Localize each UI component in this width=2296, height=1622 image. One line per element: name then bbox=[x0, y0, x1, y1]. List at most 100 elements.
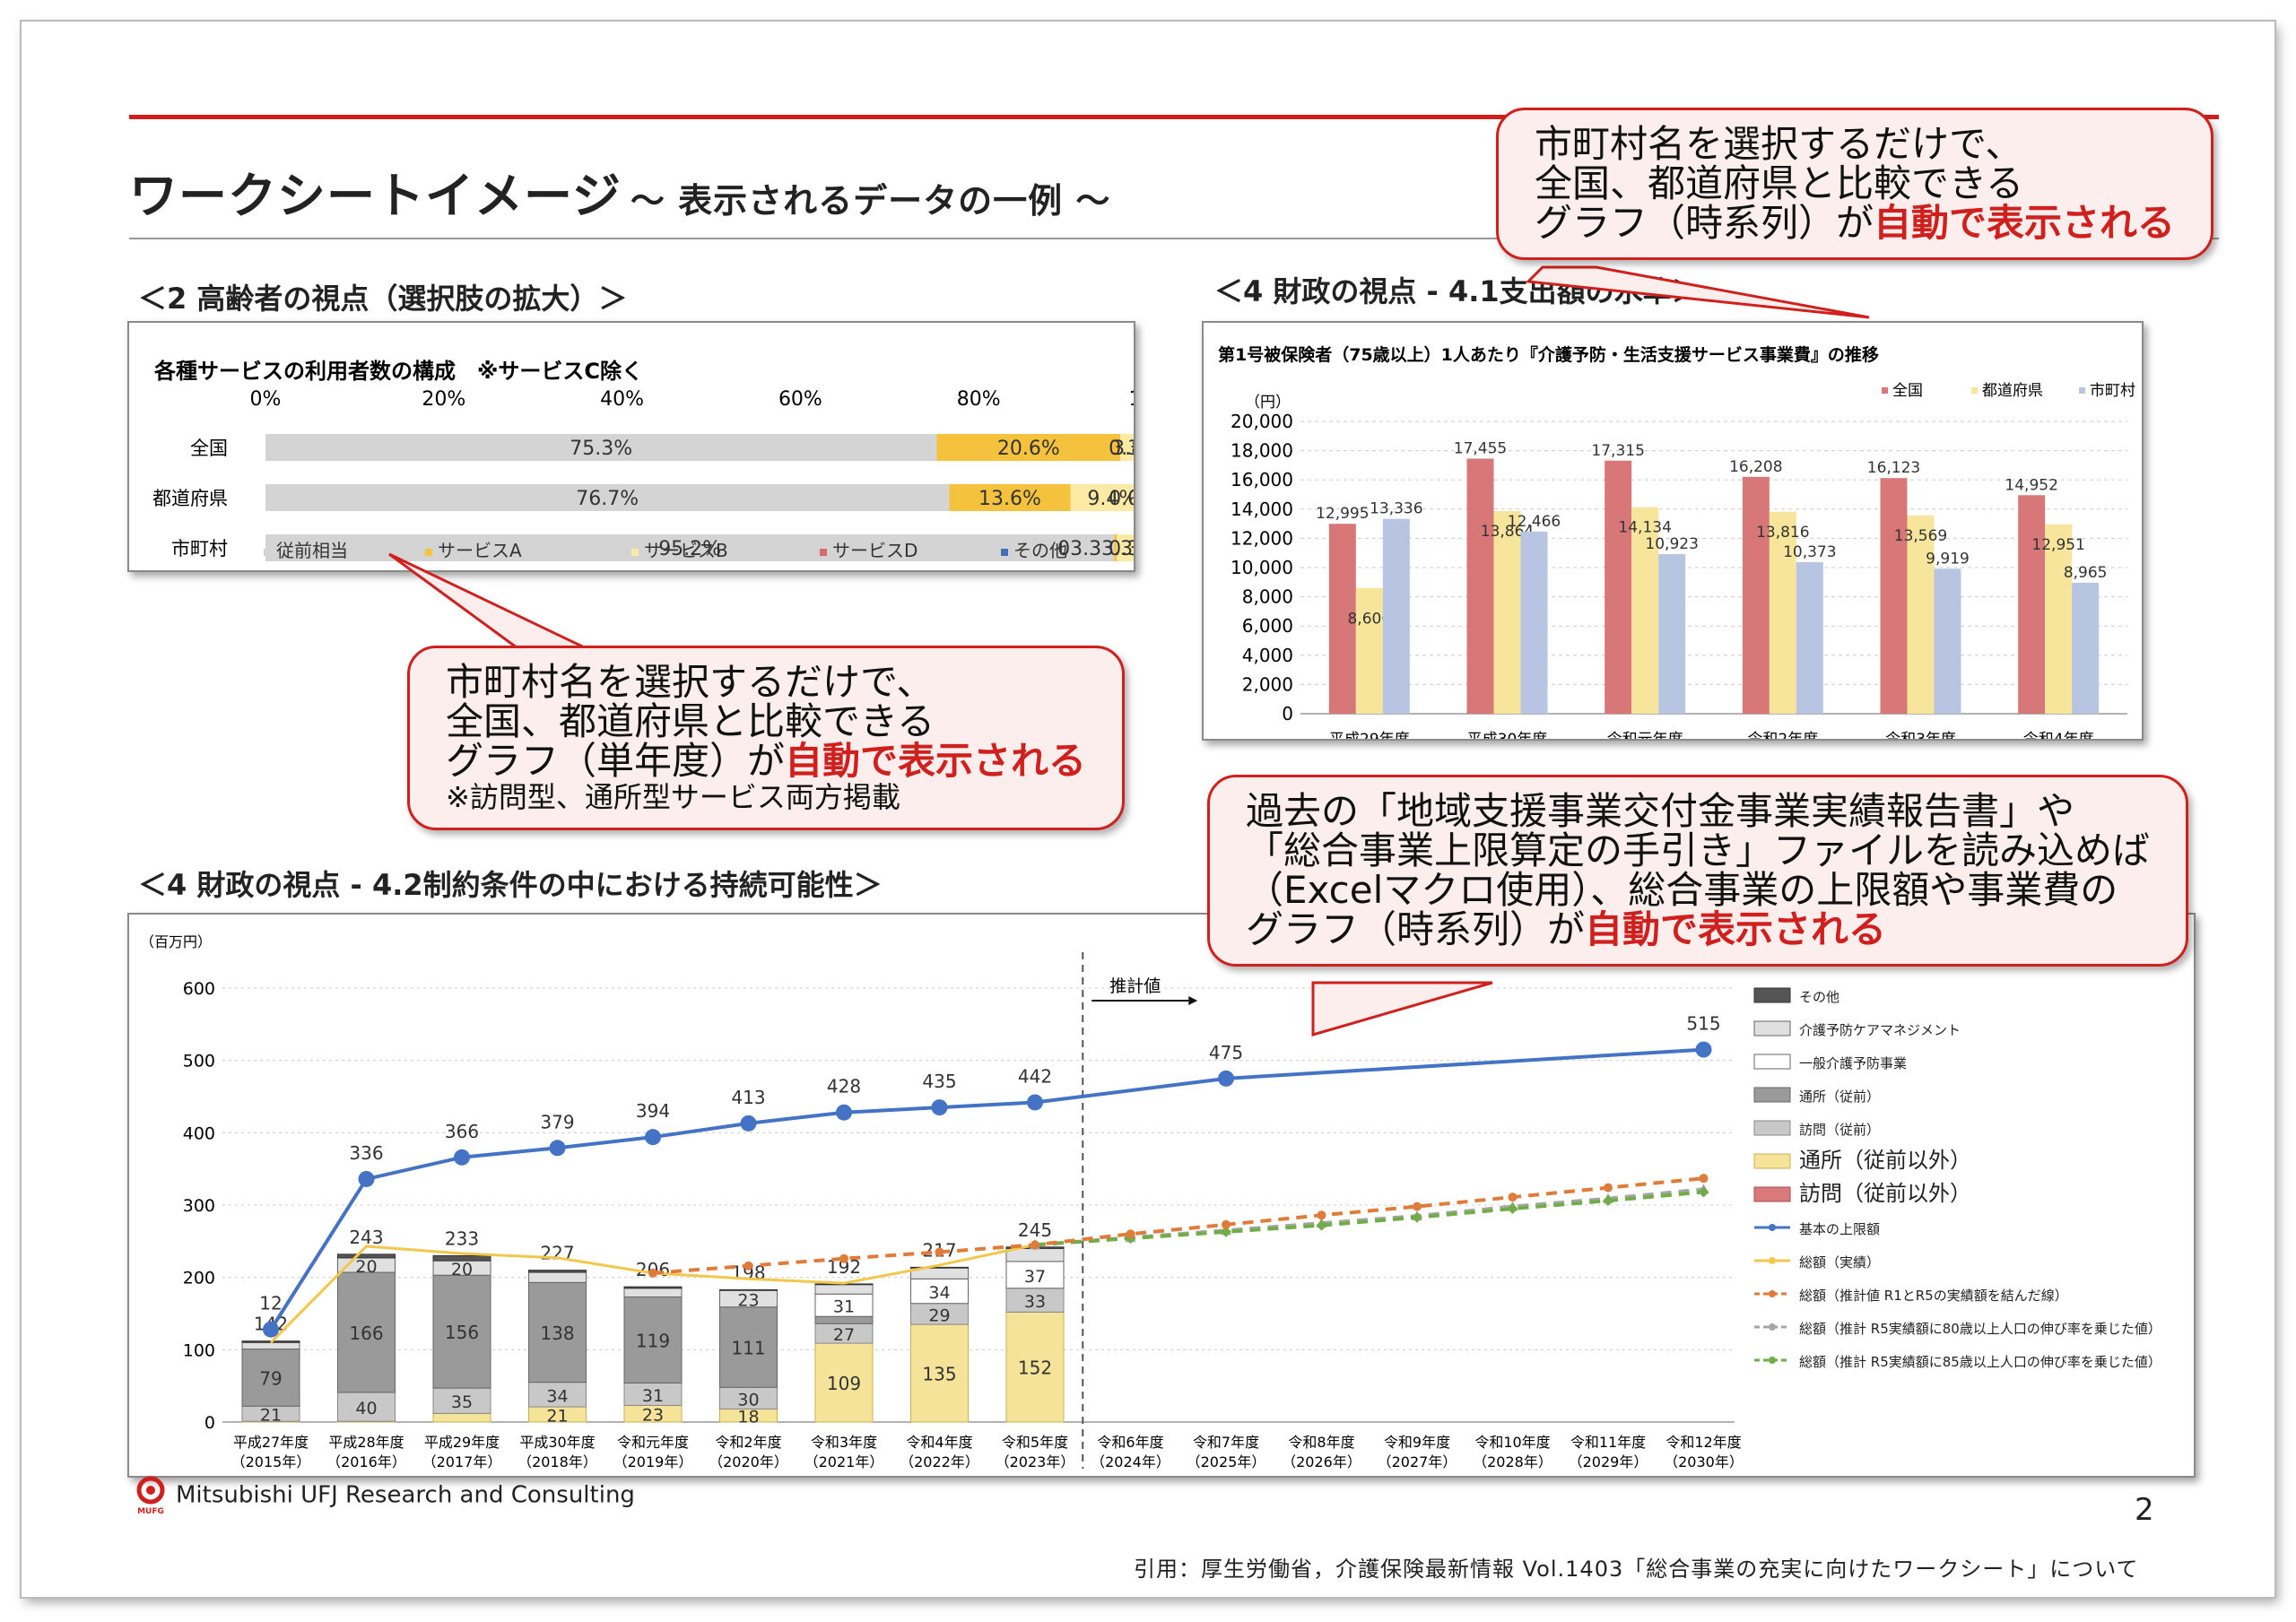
chart3-stack-6 bbox=[337, 1253, 396, 1259]
chart1-data-label: 75.3% bbox=[570, 438, 632, 460]
chart1-xtick: 60% bbox=[778, 388, 822, 411]
chart3-category-era: （2015年） bbox=[231, 1453, 311, 1470]
chart3-legend-label: 介護予防ケアマネジメント bbox=[1799, 1022, 1961, 1038]
chart3-category-year: 令和2年度 bbox=[715, 1434, 781, 1451]
chart3-point-2 bbox=[1317, 1210, 1326, 1220]
chart3-category-era: （2021年） bbox=[804, 1453, 884, 1470]
chart1-category: 市町村 bbox=[171, 538, 228, 559]
chart3-stack-label: 29 bbox=[928, 1305, 950, 1325]
chart2-legend-swatch bbox=[1882, 387, 1888, 394]
chart1-bar-1 bbox=[949, 484, 1071, 511]
chart2-data-label: 14,952 bbox=[2005, 476, 2057, 494]
chart3-stack-label: 156 bbox=[445, 1322, 479, 1343]
chart1-data-label: 9.4% bbox=[1087, 488, 1134, 510]
header-red-rule bbox=[129, 115, 2219, 119]
chart3-stack-6 bbox=[432, 1254, 491, 1262]
chart2-data-label: 10,923 bbox=[1645, 535, 1698, 553]
logo-text: Mitsubishi UFJ Research and Consulting bbox=[176, 1481, 635, 1509]
chart1-legend-label: その他 bbox=[1013, 540, 1067, 561]
callout-ml-highlight: 自動で表示される bbox=[785, 739, 1087, 783]
section-title-42: ＜4 財政の視点 - 4.2制約条件の中における持続可能性＞ bbox=[138, 868, 883, 902]
chart2-bar-0 bbox=[1880, 478, 1908, 714]
chart2-ylabel: （円） bbox=[1245, 394, 1291, 412]
chart3-ytick: 200 bbox=[183, 1269, 215, 1288]
chart3-point-2 bbox=[1413, 1201, 1422, 1211]
chart2-bar-2 bbox=[2072, 582, 2100, 714]
chart3-upper-label: 394 bbox=[636, 1100, 670, 1122]
chart3-stack-label: 21 bbox=[260, 1406, 282, 1426]
slide: ワークシートイメージ～ 表示されるデータの一例 ～ ＜2 高齢者の視点（選択肢の… bbox=[22, 22, 2274, 1597]
chart3-legend-marker bbox=[1769, 1257, 1776, 1264]
callout-mr-line2: 「総合事業上限算定の手引き」ファイルを読み込めば bbox=[1246, 828, 2151, 872]
chart2-ytick: 6,000 bbox=[1242, 615, 1293, 637]
chart3-point-2 bbox=[1126, 1229, 1135, 1239]
chart2-ytick: 0 bbox=[1282, 703, 1293, 724]
chart3-category-year: 令和12年度 bbox=[1665, 1434, 1741, 1451]
chart3-category-year: 平成29年度 bbox=[424, 1434, 500, 1451]
chart1-bar-0 bbox=[265, 434, 937, 461]
chart3-point-2 bbox=[1699, 1174, 1709, 1184]
chart2-ytick: 2,000 bbox=[1242, 673, 1293, 695]
chart3-stack-6 bbox=[623, 1286, 683, 1289]
callout-ml-note: ※訪問型、通所型サービス両方掲載 bbox=[446, 780, 900, 814]
chart3-category-year: 令和5年度 bbox=[1002, 1434, 1068, 1451]
chart3-stack-label: 135 bbox=[922, 1364, 956, 1385]
chart2-data-label: 13,864 bbox=[1481, 523, 1534, 541]
chart1-xtick: 20% bbox=[422, 388, 465, 411]
chart2-bar-2 bbox=[1658, 553, 1686, 714]
chart2-legend-swatch bbox=[1971, 387, 1978, 394]
chart3-point-0 bbox=[1027, 1094, 1043, 1111]
chart3-total-label: 243 bbox=[349, 1227, 383, 1248]
title-main: ワークシートイメージ bbox=[129, 168, 622, 224]
chart3-upper-label: 435 bbox=[922, 1071, 956, 1092]
chart3-stack-4 bbox=[814, 1293, 874, 1317]
chart3-stack-1 bbox=[910, 1323, 969, 1423]
chart3-legend-label: 通所（従前） bbox=[1799, 1089, 1880, 1105]
chart3-legend-swatch bbox=[1753, 1020, 1791, 1037]
chart3-ylabel: （百万円） bbox=[140, 933, 212, 950]
chart3-category-era: （2030年） bbox=[1664, 1453, 1744, 1470]
chart3-legend-swatch bbox=[1753, 1087, 1791, 1103]
chart3-point-4 bbox=[1698, 1186, 1709, 1198]
tail-middle-right bbox=[1311, 981, 1493, 1037]
chart2-data-label: 16,123 bbox=[1867, 459, 1920, 477]
callout-middle-left: 市町村名を選択するだけで、 全国、都道府県と比較できる グラフ（単年度）が自動で… bbox=[407, 646, 1126, 830]
chart2-bar-1 bbox=[1907, 515, 1935, 714]
tail-top-right bbox=[1525, 265, 1870, 319]
chart3-category-year: 令和4年度 bbox=[906, 1434, 972, 1451]
chart2-data-label: 10,373 bbox=[1783, 543, 1836, 561]
chart2-bar-1 bbox=[1355, 587, 1383, 714]
chart3-stack-2 bbox=[337, 1392, 396, 1422]
page-title: ワークシートイメージ～ 表示されるデータの一例 ～ bbox=[129, 156, 1110, 227]
chart3-upper-label: 336 bbox=[349, 1142, 383, 1164]
chart3-category-year: 令和7年度 bbox=[1193, 1434, 1259, 1451]
page-number: 2 bbox=[2135, 1492, 2154, 1528]
chart3-stack-3 bbox=[432, 1274, 491, 1389]
callout-mr-line1: 過去の「地域支援事業交付金事業実績報告書」や bbox=[1246, 789, 2075, 833]
chart3-stack-label: 18 bbox=[737, 1408, 759, 1427]
chart3-point-4 bbox=[1412, 1211, 1422, 1223]
chart1-bar-1 bbox=[936, 434, 1121, 461]
chart3-line-2 bbox=[652, 1176, 1704, 1275]
callout-tr-line1: 市町村名を選択するだけで、 bbox=[1535, 122, 2023, 166]
chart2-ytick: 16,000 bbox=[1231, 469, 1293, 490]
section-title-2: ＜2 高齢者の視点（選択肢の拡大）＞ bbox=[138, 282, 628, 316]
chart1-data-label: 76.7% bbox=[576, 488, 639, 510]
chart3-stack-label: 152 bbox=[1018, 1357, 1052, 1379]
chart3-stack-label: 40 bbox=[355, 1399, 377, 1418]
callout-middle-right: 過去の「地域支援事業交付金事業実績報告書」や 「総合事業上限算定の手引き」ファイ… bbox=[1207, 775, 2189, 967]
chart2-data-label: 14,134 bbox=[1618, 519, 1671, 537]
callout-tr-line2: 全国、都道府県と比較できる bbox=[1535, 161, 2024, 205]
chart1-legend-label: 従前相当 bbox=[276, 540, 348, 561]
chart3-legend-marker bbox=[1769, 1357, 1776, 1364]
chart2-legend-label: 全国 bbox=[1892, 382, 1923, 400]
chart3-category-era: （2020年） bbox=[709, 1453, 788, 1470]
mufg-logo-icon: MUFG bbox=[136, 1476, 165, 1516]
chart3-upper-label: 475 bbox=[1209, 1042, 1243, 1063]
callout-ml-line2: 全国、都道府県と比較できる bbox=[446, 699, 935, 743]
chart2-data-label: 13,336 bbox=[1370, 500, 1422, 518]
chart1-data-label: 95.2% bbox=[658, 538, 721, 560]
chart3-point-2 bbox=[839, 1253, 848, 1263]
chart3-stack-label: 31 bbox=[833, 1297, 855, 1317]
chart3-stack-4 bbox=[910, 1278, 969, 1305]
